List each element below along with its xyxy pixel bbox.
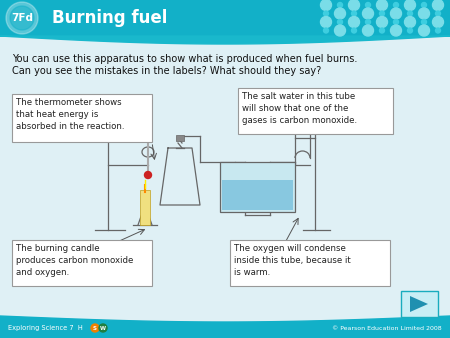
FancyBboxPatch shape xyxy=(0,0,450,36)
Circle shape xyxy=(91,324,99,332)
Circle shape xyxy=(408,28,413,33)
Circle shape xyxy=(418,25,429,36)
Circle shape xyxy=(351,11,356,16)
Text: The salt water in this tube
will show that one of the
gases is carbon monoxide.: The salt water in this tube will show th… xyxy=(242,92,357,125)
Circle shape xyxy=(99,324,107,332)
Circle shape xyxy=(10,6,34,30)
FancyBboxPatch shape xyxy=(230,240,390,286)
Circle shape xyxy=(436,28,441,33)
FancyBboxPatch shape xyxy=(238,88,393,134)
FancyBboxPatch shape xyxy=(293,96,311,102)
FancyBboxPatch shape xyxy=(140,190,150,225)
Circle shape xyxy=(377,0,387,10)
Text: You can use this apparatus to show what is produced when fuel burns.: You can use this apparatus to show what … xyxy=(12,54,357,64)
Circle shape xyxy=(324,11,328,16)
Circle shape xyxy=(405,17,415,27)
Circle shape xyxy=(365,2,370,7)
Circle shape xyxy=(422,20,427,24)
Text: The burning candle
produces carbon monoxide
and oxygen.: The burning candle produces carbon monox… xyxy=(16,244,133,276)
Circle shape xyxy=(422,2,427,7)
Circle shape xyxy=(379,28,384,33)
Circle shape xyxy=(324,28,328,33)
Text: S: S xyxy=(93,325,97,331)
Circle shape xyxy=(405,0,415,10)
Circle shape xyxy=(391,25,401,36)
Circle shape xyxy=(334,25,346,36)
FancyBboxPatch shape xyxy=(222,180,293,210)
Circle shape xyxy=(377,17,387,27)
Circle shape xyxy=(432,0,444,10)
Circle shape xyxy=(348,0,360,10)
FancyBboxPatch shape xyxy=(12,94,152,142)
Circle shape xyxy=(320,0,332,10)
Circle shape xyxy=(363,25,374,36)
Text: The thermometer shows
that heat energy is
absorbed in the reaction.: The thermometer shows that heat energy i… xyxy=(16,98,125,130)
Circle shape xyxy=(408,11,413,16)
FancyBboxPatch shape xyxy=(176,135,184,141)
Circle shape xyxy=(144,171,152,178)
Circle shape xyxy=(363,8,374,19)
Circle shape xyxy=(348,17,360,27)
Text: 7Fd: 7Fd xyxy=(11,13,33,23)
Text: Can you see the mistakes in the labels? What should they say?: Can you see the mistakes in the labels? … xyxy=(12,66,321,76)
FancyBboxPatch shape xyxy=(401,291,438,317)
Circle shape xyxy=(320,17,332,27)
Circle shape xyxy=(351,28,356,33)
Circle shape xyxy=(379,11,384,16)
Circle shape xyxy=(391,8,401,19)
Circle shape xyxy=(436,11,441,16)
Circle shape xyxy=(6,2,38,34)
Text: Exploring Science 7  H: Exploring Science 7 H xyxy=(8,325,85,331)
Text: The oxygen will condense
inside this tube, because it
is warm.: The oxygen will condense inside this tub… xyxy=(234,244,351,276)
Circle shape xyxy=(338,20,342,24)
FancyBboxPatch shape xyxy=(12,240,152,286)
Circle shape xyxy=(334,8,346,19)
Circle shape xyxy=(432,17,444,27)
Circle shape xyxy=(418,8,429,19)
Text: Burning fuel: Burning fuel xyxy=(52,9,167,27)
FancyBboxPatch shape xyxy=(220,162,295,212)
Circle shape xyxy=(393,2,399,7)
Circle shape xyxy=(338,2,342,7)
Text: W: W xyxy=(100,325,106,331)
Polygon shape xyxy=(410,296,428,312)
Circle shape xyxy=(365,20,370,24)
Text: © Pearson Education Limited 2008: © Pearson Education Limited 2008 xyxy=(333,325,442,331)
Circle shape xyxy=(393,20,399,24)
